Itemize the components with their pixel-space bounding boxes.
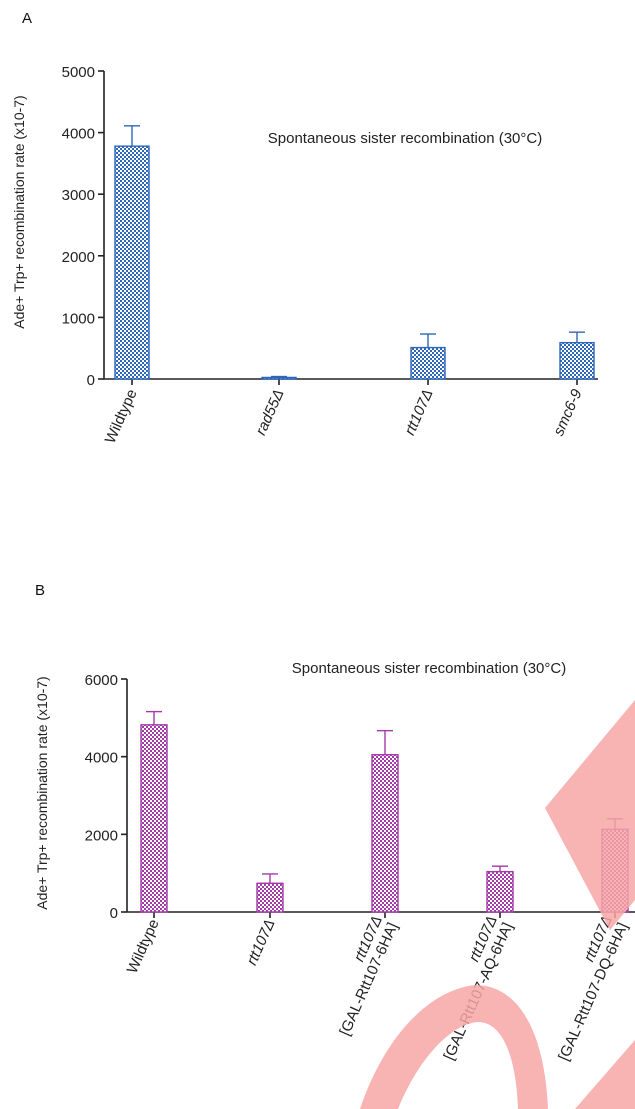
error-bar bbox=[271, 375, 287, 378]
x-tick-label: rtt107Δ[GAL-Rtt107-DQ-6HA] bbox=[540, 913, 632, 1063]
y-axis-b: 0 2000 4000 6000 bbox=[85, 672, 128, 922]
bar-rtt107-gal-rtt107-6ha- bbox=[371, 754, 399, 913]
error-bar bbox=[492, 865, 508, 872]
chart-title-b: Spontaneous sister recombination (30°C) bbox=[292, 660, 566, 677]
y-axis-a: 0 1000 2000 3000 4000 5000 bbox=[62, 64, 105, 389]
bar-rtt107-gal-rtt107-aq-6ha- bbox=[486, 870, 514, 913]
x-tick-label-line: rtt107Δ bbox=[243, 917, 278, 968]
y-tick-label: 4000 bbox=[85, 750, 118, 767]
error-bars-a bbox=[124, 125, 585, 378]
x-tick-label: smc6-9 bbox=[550, 386, 586, 438]
chart-panel-a: A Spontaneous sister recombination (30°C… bbox=[11, 10, 598, 446]
y-tick-label: 2000 bbox=[85, 827, 118, 844]
error-bar bbox=[569, 331, 585, 343]
y-tick-label: 0 bbox=[110, 905, 118, 922]
category-labels-a: Wildtype rad55Δ rtt107Δ smc6-9 bbox=[102, 386, 586, 446]
x-tick-label: rtt107Δ bbox=[243, 917, 278, 968]
watermark-shape bbox=[360, 700, 635, 1109]
x-tick-label-line: smc6-9 bbox=[550, 386, 586, 438]
error-bar bbox=[420, 333, 436, 348]
y-tick-label: 0 bbox=[87, 372, 95, 389]
y-tick-label: 6000 bbox=[85, 672, 118, 689]
watermark-stroke-lower bbox=[360, 985, 548, 1109]
bar-smc6-9 bbox=[559, 341, 595, 380]
x-tick-label-line: rtt107Δ bbox=[401, 387, 436, 438]
chart-title-a: Spontaneous sister recombination (30°C) bbox=[268, 130, 542, 147]
error-bar bbox=[146, 710, 162, 725]
x-axis-a bbox=[104, 378, 598, 385]
bar-rtt107- bbox=[410, 346, 446, 380]
y-tick-label: 5000 bbox=[62, 64, 95, 81]
x-tick-label: Wildtype bbox=[102, 387, 141, 446]
y-tick-label: 1000 bbox=[62, 310, 95, 327]
watermark-stroke-upper bbox=[545, 700, 635, 930]
x-tick-label: rtt107Δ[GAL-Rtt107-6HA] bbox=[321, 913, 402, 1038]
x-tick-label-line: rad55Δ bbox=[252, 387, 287, 438]
x-tick-label-line: Wildtype bbox=[102, 387, 141, 446]
x-tick-label: Wildtype bbox=[124, 917, 163, 976]
y-tick-label: 4000 bbox=[62, 126, 95, 143]
x-tick-label: rtt107Δ bbox=[401, 387, 436, 438]
bar-rad55- bbox=[261, 376, 297, 380]
category-labels-b: Wildtype rtt107Δ rtt107Δ[GAL-Rtt107-6HA] rt… bbox=[124, 913, 632, 1063]
bar-wildtype bbox=[114, 145, 150, 380]
panel-label-b: B bbox=[35, 582, 45, 599]
error-bar bbox=[377, 729, 393, 755]
panel-label-a: A bbox=[22, 10, 32, 27]
chart-panel-b: B Spontaneous sister recombination (30°C… bbox=[34, 582, 635, 1063]
y-tick-label: 3000 bbox=[62, 187, 95, 204]
x-tick-label-line: Wildtype bbox=[124, 917, 163, 976]
bars-a bbox=[114, 145, 595, 380]
y-tick-label: 2000 bbox=[62, 249, 95, 266]
bar-rtt107- bbox=[256, 882, 284, 913]
y-axis-label-b: Ade+ Trp+ recombination rate (x10-7) bbox=[34, 676, 50, 909]
error-bar bbox=[124, 125, 140, 147]
y-axis-label-a: Ade+ Trp+ recombination rate (x10-7) bbox=[11, 95, 27, 328]
x-axis-b bbox=[127, 911, 635, 918]
bar-wildtype bbox=[140, 724, 168, 913]
watermark-stroke-corner bbox=[575, 1040, 635, 1109]
error-bar bbox=[262, 873, 278, 884]
x-tick-label: rad55Δ bbox=[252, 387, 287, 438]
